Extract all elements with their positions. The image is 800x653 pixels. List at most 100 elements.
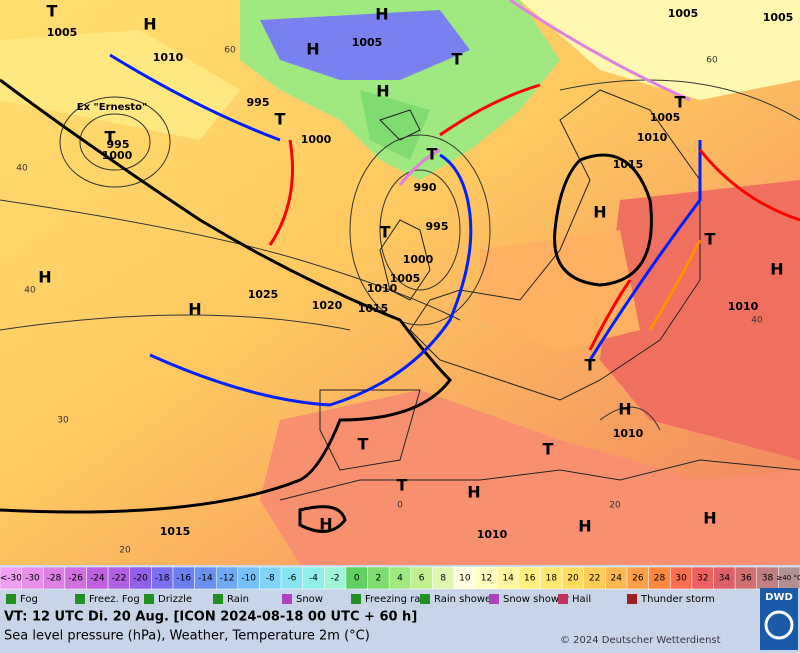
low-symbol: T — [105, 128, 116, 147]
isobar-label: 1010 — [153, 51, 184, 64]
low-symbol: T — [380, 223, 391, 242]
scale-label: -28 — [47, 574, 62, 584]
low-symbol: T — [585, 356, 596, 375]
scale-label: 22 — [589, 574, 600, 584]
color-scale: <-30 -30 -28 -26 -24 -22 -20 -18 -16 -14 -12 -10 -8-… — [0, 566, 800, 590]
scale-label: 4 — [397, 574, 403, 584]
scale-label: 8 — [440, 574, 446, 584]
isobar-label: 995 — [247, 96, 270, 109]
high-symbol: H — [188, 300, 201, 319]
scale-label: 0 — [354, 574, 360, 584]
temperature-label: 40 — [751, 316, 763, 326]
isobar-label: 1005 — [352, 36, 383, 49]
scale-label: 10 — [459, 574, 471, 584]
scale-label: 36 — [740, 574, 752, 584]
low-symbol: T — [675, 93, 686, 112]
isobar-label: 1000 — [403, 253, 434, 266]
isobar-label: 1015 — [160, 525, 191, 538]
isobar-label: 1010 — [637, 131, 668, 144]
isobar-label: 1005 — [763, 11, 794, 24]
scale-label: 20 — [567, 574, 579, 584]
legend-label: Freez. Fog — [89, 594, 140, 605]
low-symbol: T — [397, 476, 408, 495]
scale-label: -24 — [90, 574, 105, 584]
scale-label: -8 — [266, 574, 275, 584]
legend-label: Snow shower — [503, 594, 570, 605]
high-symbol: H — [467, 483, 480, 502]
scale-label: -4 — [309, 574, 318, 584]
temperature-label: 30 — [57, 416, 69, 426]
scale-label: 18 — [546, 574, 558, 584]
isobar-label: 1005 — [668, 7, 699, 20]
legend-label: Thunder storm — [640, 594, 715, 605]
fronts — [109, 0, 800, 407]
high-symbol: H — [770, 260, 783, 279]
isobar-label: 1010 — [477, 528, 508, 541]
low-symbol: T — [275, 110, 286, 129]
scale-label: 34 — [719, 574, 731, 584]
legend-icon — [282, 594, 292, 604]
scale-label: 28 — [654, 574, 666, 584]
high-symbol: H — [306, 40, 319, 59]
legend-icon — [489, 594, 499, 604]
isobar-label: 1005 — [650, 111, 681, 124]
scale-label: -20 — [133, 574, 148, 584]
legend-label: Hail — [572, 594, 591, 605]
isobar-label: 1020 — [312, 299, 343, 312]
temperature-label: 0 — [397, 501, 403, 511]
copyright: © 2024 Deutscher Wetterdienst — [560, 635, 721, 646]
scale-label: 16 — [524, 574, 536, 584]
isobar-label: 1005 — [47, 26, 78, 39]
low-symbol: T — [543, 440, 554, 459]
scale-label: 6 — [419, 574, 425, 584]
storm-name: Ex "Ernesto" — [77, 102, 147, 113]
low-symbol: T — [452, 50, 463, 69]
valid-time: VT: 12 UTC Di. 20 Aug. [ICON 2024-08-18 … — [4, 610, 417, 625]
scale-label: -14 — [198, 574, 213, 584]
legend-icon — [6, 594, 16, 604]
high-symbol: H — [376, 82, 389, 101]
low-symbol: T — [47, 2, 58, 21]
high-symbol: H — [703, 509, 716, 528]
scale-label: -6 — [287, 574, 296, 584]
legend-label: Snow — [296, 594, 323, 605]
scale-label: -26 — [68, 574, 83, 584]
isobars — [0, 79, 800, 431]
scale-label: 2 — [376, 574, 382, 584]
legend-icon — [627, 594, 637, 604]
isobar-label: 1015 — [358, 302, 389, 315]
high-symbol: H — [319, 515, 332, 534]
temperature-label: 60 — [706, 56, 718, 66]
scale-label: 14 — [502, 574, 514, 584]
scale-label: -10 — [241, 574, 256, 584]
scale-label: 12 — [481, 574, 492, 584]
isobar-label: 1000 — [102, 149, 133, 162]
isobar-label: 1025 — [248, 288, 279, 301]
legend-icon — [213, 594, 223, 604]
scale-label: 38 — [762, 574, 774, 584]
low-symbol: T — [427, 145, 438, 164]
logo: DWD — [765, 592, 793, 603]
scale-label: 24 — [610, 574, 622, 584]
temperature-label: 40 — [16, 164, 28, 174]
high-symbol: H — [143, 15, 156, 34]
legend-label: Fog — [20, 594, 38, 605]
high-symbol: H — [38, 268, 51, 287]
legend: Fog Freez. Fog Drizzle Rain Snow Freezing rai… — [6, 594, 715, 605]
scale-label: -18 — [155, 574, 170, 584]
high-symbol: H — [593, 203, 606, 222]
scale-label: -12 — [220, 574, 235, 584]
low-symbol: T — [358, 435, 369, 454]
scale-label: -22 — [112, 574, 127, 584]
scale-label: <-30 — [0, 574, 22, 584]
scale-label: 32 — [697, 574, 708, 584]
temperature-label: 60 — [224, 46, 236, 56]
isobar-label: 1010 — [367, 282, 398, 295]
isobar-label: 1000 — [301, 133, 332, 146]
legend-label: Rain shower — [434, 594, 496, 605]
isobar-label: 1015 — [613, 158, 644, 171]
temperature-label: 20 — [119, 546, 131, 556]
isobar-label: 990 — [414, 181, 437, 194]
isobar-label: 995 — [107, 138, 130, 151]
